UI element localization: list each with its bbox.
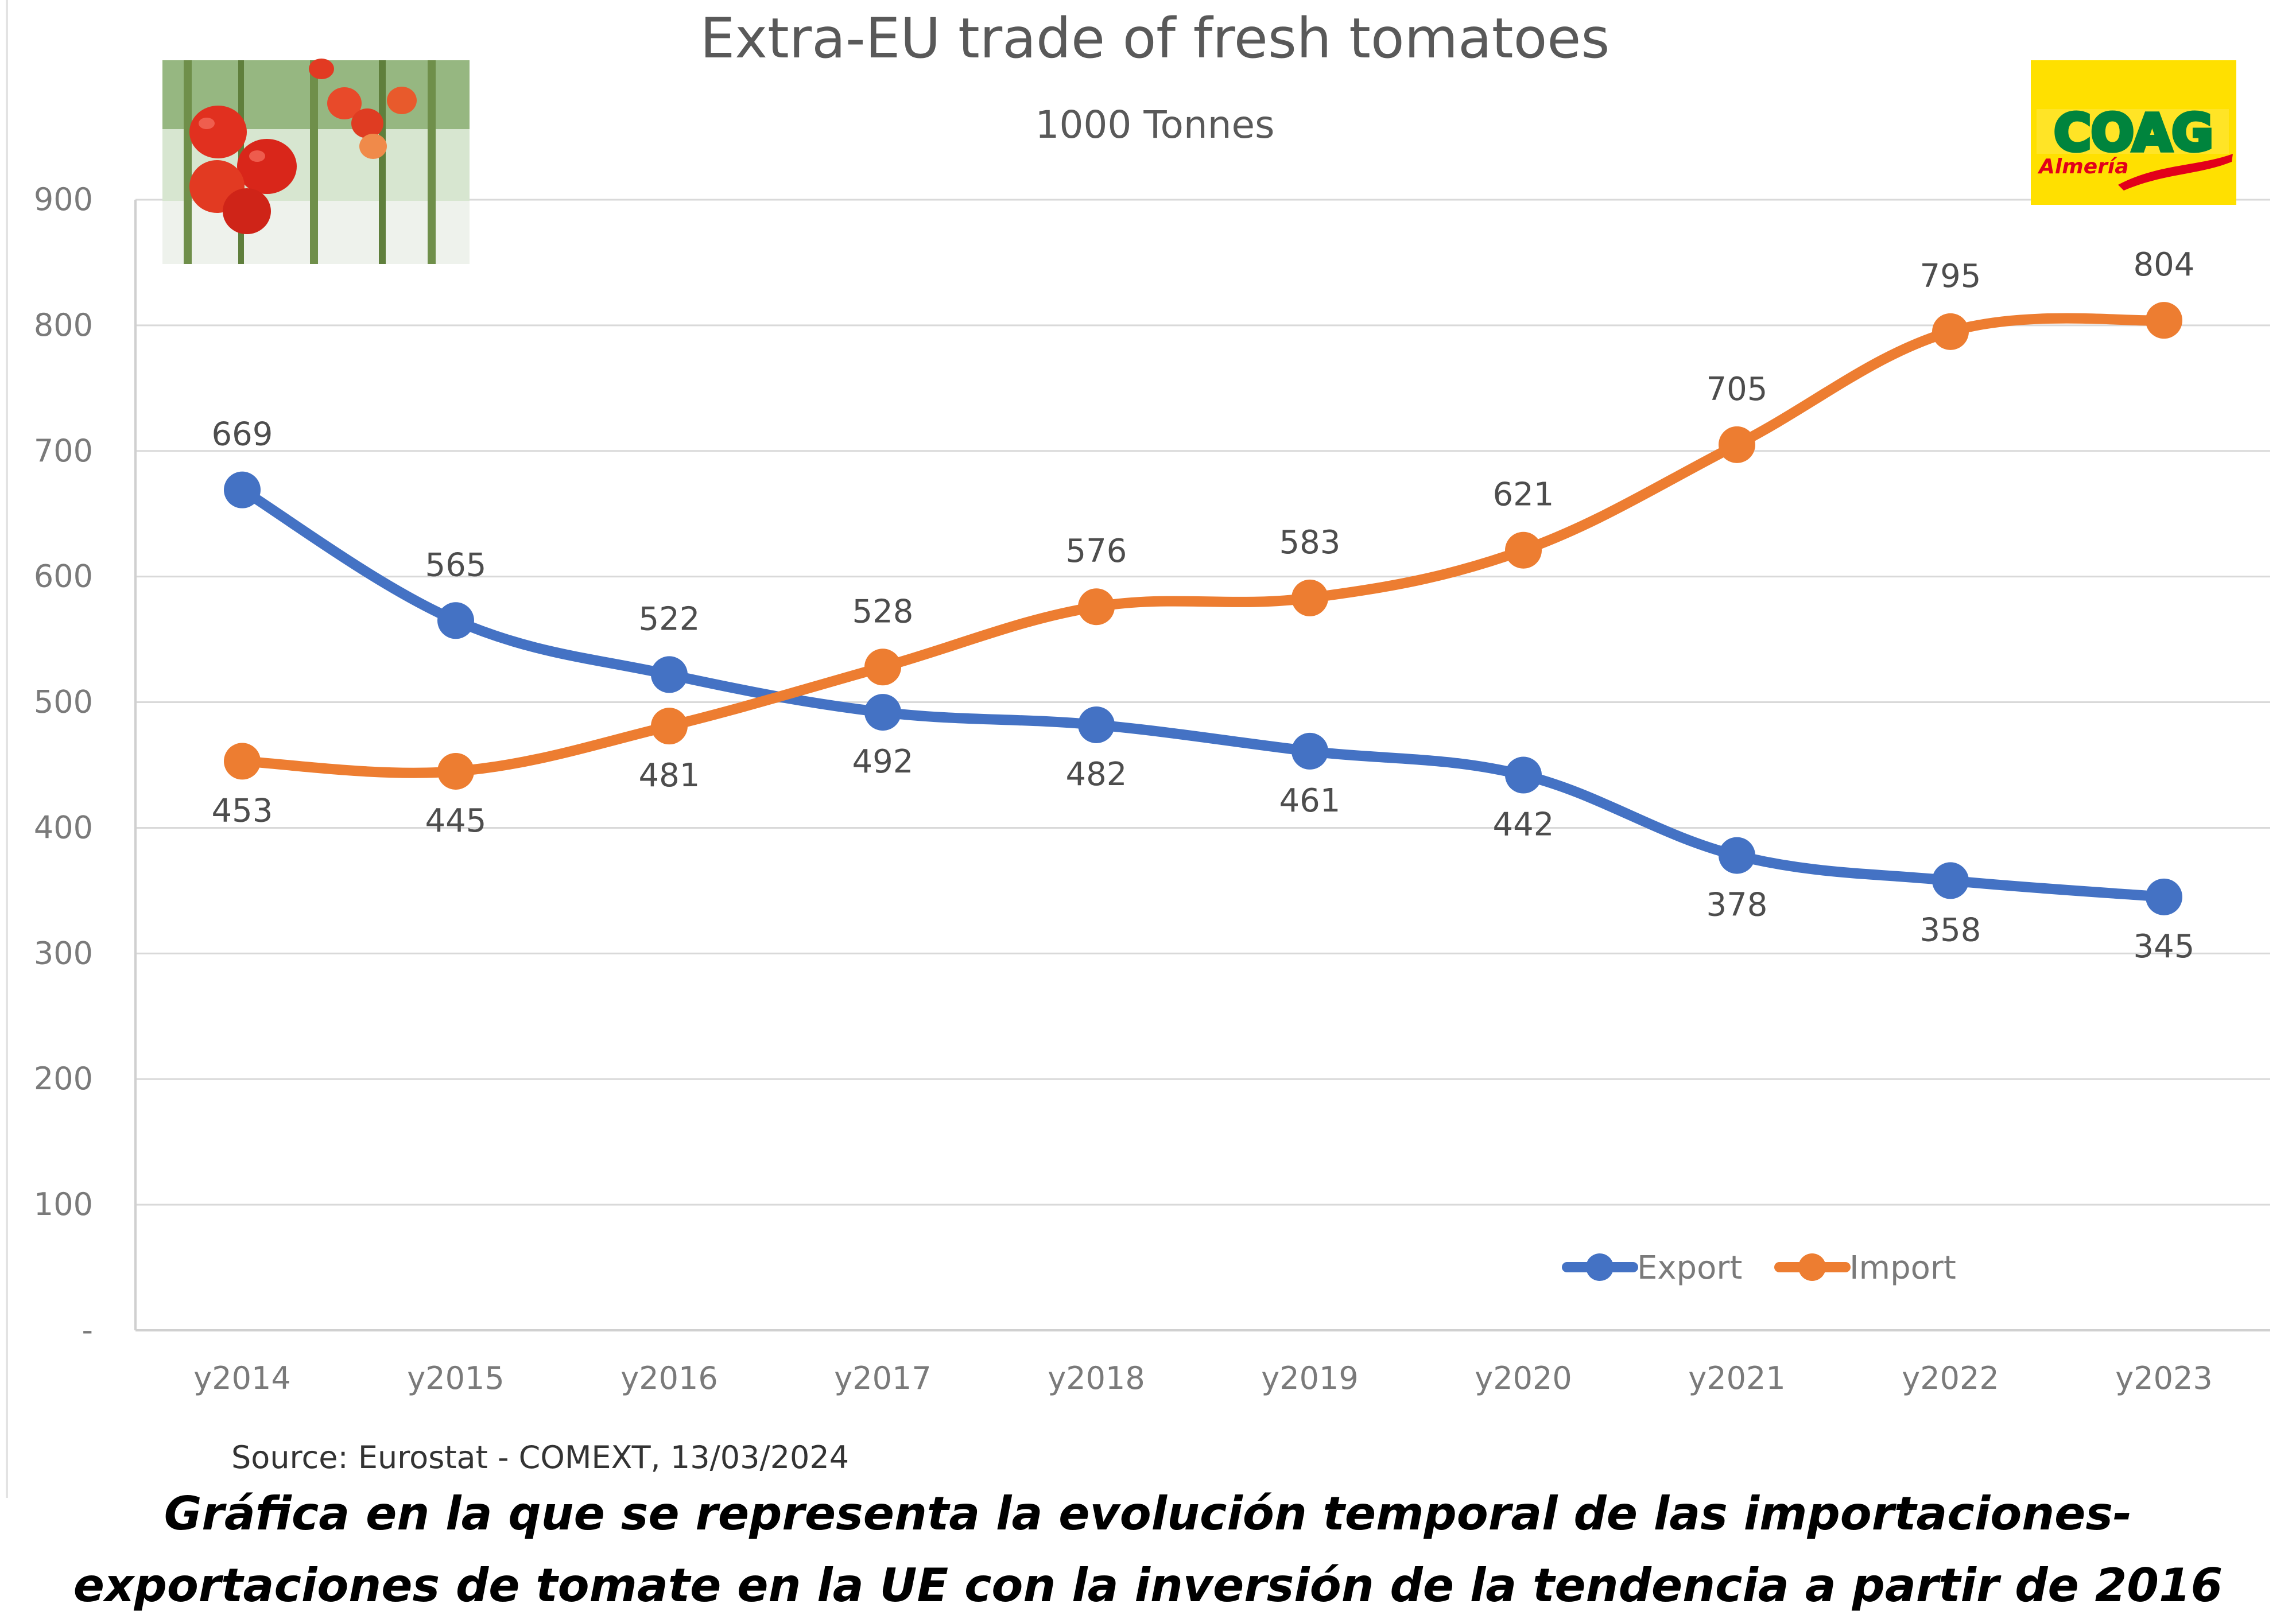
x-tick-label: y2016 — [620, 1360, 718, 1396]
y-tick-label: 400 — [34, 809, 93, 845]
data-label-import: 453 — [212, 792, 273, 829]
marker-import — [1078, 588, 1115, 626]
y-tick-label: 600 — [34, 558, 93, 595]
marker-import — [1719, 426, 1755, 463]
data-label-import: 795 — [1920, 258, 1981, 295]
data-label-export: 492 — [852, 743, 914, 781]
data-label-import: 445 — [425, 802, 487, 840]
y-tick-label: 900 — [34, 181, 93, 218]
legend-export-marker — [1586, 1253, 1614, 1281]
marker-export — [2146, 878, 2182, 915]
marker-import — [437, 752, 474, 790]
y-tick-label: 700 — [34, 433, 93, 469]
marker-import — [864, 649, 901, 686]
x-tick-label: y2019 — [1261, 1360, 1358, 1396]
marker-import — [1932, 313, 1969, 350]
chart-subtitle: 1000 Tonnes — [1035, 103, 1274, 147]
data-label-export: 565 — [425, 546, 487, 584]
legend: Export Import — [1562, 1249, 1956, 1287]
data-label-import: 583 — [1279, 524, 1341, 561]
coag-logo-text: COAG — [2054, 103, 2213, 162]
y-tick-label: 100 — [34, 1186, 93, 1222]
data-label-import: 481 — [639, 757, 700, 794]
data-label-export: 522 — [639, 600, 700, 638]
marker-import — [1292, 579, 1328, 616]
x-tick-label: y2017 — [834, 1360, 931, 1396]
data-label-export: 378 — [1707, 887, 1768, 924]
data-label-import: 528 — [852, 593, 914, 630]
legend-export-label: Export — [1637, 1249, 1742, 1287]
marker-export — [1078, 706, 1115, 743]
y-tick-label: 800 — [34, 307, 93, 343]
marker-export — [1292, 732, 1328, 770]
marker-import — [224, 743, 261, 780]
coag-logo-subtext: Almería — [2037, 155, 2129, 178]
marker-export — [1932, 862, 1969, 899]
marker-export — [1505, 756, 1542, 794]
y-tick-label: 500 — [34, 684, 93, 720]
data-labels: 669 565 522 492 482 461 442 378 358 345 453 445 481 5… — [212, 246, 2195, 965]
data-label-export: 669 — [212, 416, 273, 453]
data-label-export: 345 — [2134, 928, 2195, 965]
series-line-import — [237, 313, 2169, 778]
legend-import-marker — [1798, 1253, 1826, 1281]
marker-export — [864, 694, 901, 731]
x-tick-label: y2023 — [2115, 1360, 2212, 1396]
marker-export — [437, 602, 474, 639]
series-line-export — [237, 484, 2169, 902]
x-tick-label: y2020 — [1475, 1360, 1572, 1396]
marker-export — [1719, 837, 1755, 874]
y-tick-label: 300 — [34, 935, 93, 971]
data-label-export: 358 — [1920, 911, 1981, 949]
marker-export — [224, 471, 261, 508]
data-label-export: 461 — [1279, 782, 1341, 820]
x-tick-label: y2022 — [1902, 1360, 1999, 1396]
x-tick-label: y2014 — [193, 1360, 290, 1396]
coag-logo: COAG Almería — [2031, 60, 2236, 205]
data-label-import: 576 — [1066, 533, 1127, 570]
data-label-import: 804 — [2134, 246, 2195, 284]
data-label-import: 621 — [1493, 476, 1554, 514]
data-label-export: 482 — [1066, 756, 1127, 793]
tomato-photo — [162, 59, 470, 264]
data-label-import: 705 — [1707, 371, 1768, 408]
chart-title: Extra-EU trade of fresh tomatoes — [700, 6, 1610, 71]
x-tick-label: y2015 — [407, 1360, 504, 1396]
y-tick-label: 200 — [34, 1061, 93, 1097]
source-note: Source: Eurostat - COMEXT, 13/03/2024 — [231, 1439, 849, 1476]
marker-import — [1505, 531, 1542, 569]
y-axis-ticks: - 100 200 300 400 500 600 700 800 900 — [34, 181, 93, 1348]
marker-import — [651, 708, 688, 745]
figure-caption: Gráfica en la que se representa la evolu… — [73, 1487, 2223, 1612]
gridlines — [134, 199, 2270, 1331]
legend-import-label: Import — [1849, 1249, 1956, 1287]
marker-export — [651, 656, 688, 693]
y-tick-label: - — [82, 1312, 94, 1348]
x-tick-label: y2018 — [1048, 1360, 1145, 1396]
data-label-export: 442 — [1493, 806, 1554, 844]
marker-import — [2146, 302, 2182, 339]
x-axis-ticks: y2014 y2015 y2016 y2017 y2018 y2019 y2020 y2021… — [193, 1360, 2212, 1396]
x-tick-label: y2021 — [1688, 1360, 1785, 1396]
series — [224, 302, 2182, 915]
